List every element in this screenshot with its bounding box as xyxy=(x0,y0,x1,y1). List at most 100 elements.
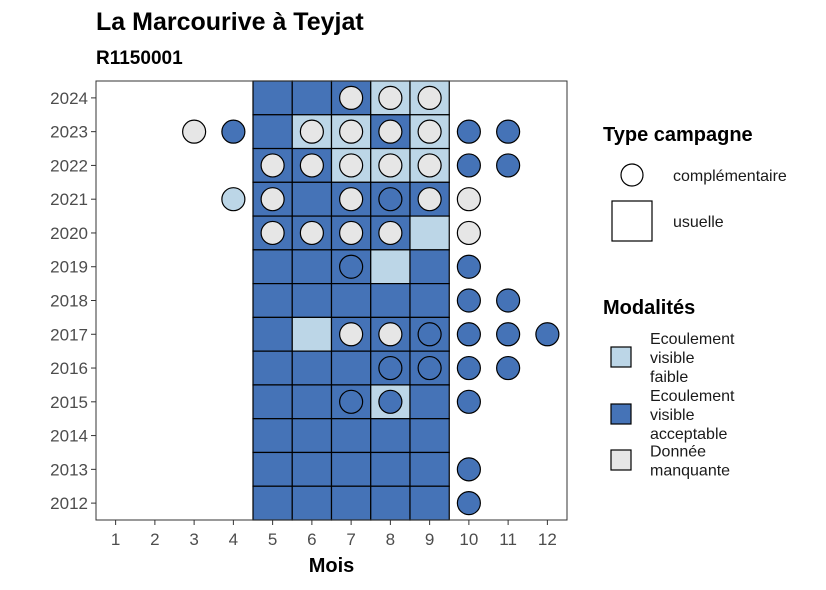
x-tick-label-9: 9 xyxy=(425,530,434,549)
point-2023-9 xyxy=(417,119,442,144)
point-2018-10 xyxy=(456,288,481,313)
tile-2014-6 xyxy=(291,418,333,454)
point-2023-6 xyxy=(299,119,324,144)
tile-2024-6 xyxy=(291,80,333,116)
point-2020-5 xyxy=(260,220,285,246)
legend-shape-title: Type campagne xyxy=(603,124,753,146)
point-2013-10 xyxy=(456,457,481,482)
point-2017-10 xyxy=(456,322,481,347)
point-2017-7 xyxy=(339,322,364,347)
x-tick-label-1: 1 xyxy=(111,530,120,549)
x-tick-label-2: 2 xyxy=(150,530,159,549)
point-2016-9 xyxy=(417,355,442,381)
tile-2023-5 xyxy=(252,114,293,150)
x-tick-label-8: 8 xyxy=(386,530,395,549)
point-2015-10 xyxy=(456,389,481,414)
tile-2024-5 xyxy=(252,80,293,116)
tile-2020-9 xyxy=(409,215,450,251)
point-2022-11 xyxy=(496,153,521,178)
tile-2018-5 xyxy=(252,283,293,318)
point-2020-8 xyxy=(378,220,403,246)
point-2022-7 xyxy=(339,153,364,178)
tile-2013-9 xyxy=(409,451,450,487)
y-tick-label-2023: 2023 xyxy=(50,123,88,142)
y-tick-label-2020: 2020 xyxy=(50,224,88,243)
tile-2016-5 xyxy=(252,350,293,386)
point-2021-5 xyxy=(260,187,285,212)
tile-2015-6 xyxy=(291,384,333,420)
y-tick-label-2013: 2013 xyxy=(50,460,88,479)
tile-2019-5 xyxy=(252,249,293,285)
point-2021-10 xyxy=(456,187,481,212)
tile-2015-9 xyxy=(409,384,450,420)
point-2015-8 xyxy=(378,389,403,414)
point-2020-7 xyxy=(339,220,364,246)
point-2019-7 xyxy=(339,254,364,279)
tile-2014-5 xyxy=(252,418,293,454)
tile-2014-8 xyxy=(370,418,411,454)
tile-2014-7 xyxy=(330,418,372,454)
point-2021-4 xyxy=(221,187,246,212)
x-axis-title: Mois xyxy=(309,555,355,577)
point-2021-9 xyxy=(417,187,442,212)
x-tick-label-10: 10 xyxy=(459,530,478,549)
point-2020-10 xyxy=(456,220,481,246)
point-2024-9 xyxy=(417,85,442,110)
legend-label-usuelle: usuelle xyxy=(673,214,724,231)
tiles-layer xyxy=(252,80,450,521)
point-2022-8 xyxy=(378,153,403,178)
tile-2017-5 xyxy=(252,316,293,352)
y-tick-label-2018: 2018 xyxy=(50,292,88,311)
x-tick-label-3: 3 xyxy=(189,530,198,549)
y-tick-label-2012: 2012 xyxy=(50,494,88,513)
tile-2017-6 xyxy=(291,316,333,352)
chart-title: La Marcourive à Teyjat xyxy=(96,8,364,36)
tile-2014-9 xyxy=(409,418,450,454)
point-2023-10 xyxy=(456,119,481,144)
point-2018-11 xyxy=(496,288,521,313)
point-2023-8 xyxy=(378,119,403,144)
legend-swatch-ecoulement-visible-faible xyxy=(610,346,632,368)
points-layer xyxy=(182,85,560,516)
point-2020-6 xyxy=(299,220,324,246)
legend-swatch-ecoulement-visible-acceptable xyxy=(610,403,632,425)
point-2016-10 xyxy=(456,355,481,381)
point-2017-8 xyxy=(378,322,403,347)
tile-2018-9 xyxy=(409,283,450,318)
legend-label-ecoulement-visible-acceptable: Ecoulement visible acceptable xyxy=(650,388,735,443)
tile-2012-9 xyxy=(409,485,450,521)
legend-label-ecoulement-visible-faible: Ecoulement visible faible xyxy=(650,331,735,386)
point-2016-8 xyxy=(378,355,403,381)
point-2022-6 xyxy=(299,153,324,178)
legend-key-complementaire xyxy=(620,163,644,187)
tile-2012-5 xyxy=(252,485,293,521)
point-2022-5 xyxy=(260,153,285,178)
y-tick-label-2016: 2016 xyxy=(50,359,88,378)
point-2023-3 xyxy=(182,119,207,144)
legend-fill-title: Modalités xyxy=(603,297,695,319)
point-2019-10 xyxy=(456,254,481,279)
tile-2013-7 xyxy=(330,451,372,487)
x-tick-label-6: 6 xyxy=(307,530,316,549)
tile-2021-6 xyxy=(291,181,333,217)
y-tick-label-2019: 2019 xyxy=(50,258,88,277)
tile-2012-7 xyxy=(330,485,372,521)
y-tick-label-2021: 2021 xyxy=(50,190,88,209)
point-2017-11 xyxy=(496,322,521,347)
point-2017-9 xyxy=(417,322,442,347)
point-2023-11 xyxy=(496,119,521,144)
tile-2018-7 xyxy=(330,283,372,318)
x-axis: 1 2 3 4 5 6 7 8 9 10 11 12 xyxy=(111,520,557,549)
point-2023-4 xyxy=(221,119,246,144)
x-tick-label-7: 7 xyxy=(346,530,355,549)
x-tick-label-4: 4 xyxy=(229,530,238,549)
tile-2013-6 xyxy=(291,451,333,487)
point-2016-11 xyxy=(496,355,521,381)
y-tick-label-2022: 2022 xyxy=(50,156,88,175)
tile-2016-6 xyxy=(291,350,333,386)
tile-2013-5 xyxy=(252,451,293,487)
chart-subtitle: R1150001 xyxy=(96,48,183,69)
y-tick-label-2017: 2017 xyxy=(50,325,88,344)
x-tick-label-5: 5 xyxy=(268,530,277,549)
